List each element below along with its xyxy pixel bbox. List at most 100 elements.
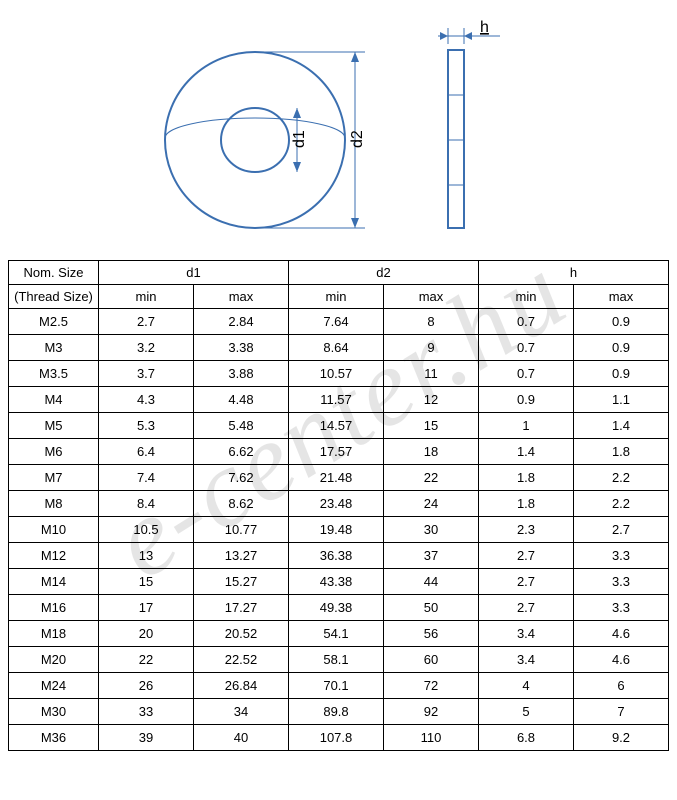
cell-h_max: 1.1 xyxy=(574,387,669,413)
washer-diagram: d1 d2 h xyxy=(140,20,540,260)
header-d1: d1 xyxy=(99,261,289,285)
cell-d1_max: 20.52 xyxy=(194,621,289,647)
cell-nom: M24 xyxy=(9,673,99,699)
spec-table-area: Nom. Size d1 d2 h (Thread Size) min max … xyxy=(0,260,677,751)
table-row: M242626.8470.17246 xyxy=(9,673,669,699)
cell-d2_max: 50 xyxy=(384,595,479,621)
cell-d1_min: 7.4 xyxy=(99,465,194,491)
cell-nom: M36 xyxy=(9,725,99,751)
cell-h_max: 2.2 xyxy=(574,465,669,491)
cell-d2_min: 58.1 xyxy=(289,647,384,673)
cell-h_max: 3.3 xyxy=(574,543,669,569)
table-row: M161717.2749.38502.73.3 xyxy=(9,595,669,621)
cell-d1_max: 15.27 xyxy=(194,569,289,595)
table-row: M3.53.73.8810.57110.70.9 xyxy=(9,361,669,387)
cell-d1_max: 13.27 xyxy=(194,543,289,569)
cell-nom: M3.5 xyxy=(9,361,99,387)
cell-h_min: 1.4 xyxy=(479,439,574,465)
cell-d1_max: 5.48 xyxy=(194,413,289,439)
cell-h_min: 2.7 xyxy=(479,569,574,595)
cell-d1_min: 10.5 xyxy=(99,517,194,543)
cell-h_min: 2.7 xyxy=(479,543,574,569)
cell-h_max: 1.4 xyxy=(574,413,669,439)
cell-h_min: 0.7 xyxy=(479,335,574,361)
cell-nom: M10 xyxy=(9,517,99,543)
cell-d1_min: 13 xyxy=(99,543,194,569)
spec-table: Nom. Size d1 d2 h (Thread Size) min max … xyxy=(8,260,669,751)
cell-h_min: 1 xyxy=(479,413,574,439)
cell-d1_max: 6.62 xyxy=(194,439,289,465)
header-d2: d2 xyxy=(289,261,479,285)
cell-d2_max: 8 xyxy=(384,309,479,335)
cell-h_min: 6.8 xyxy=(479,725,574,751)
cell-h_max: 0.9 xyxy=(574,361,669,387)
cell-d2_max: 15 xyxy=(384,413,479,439)
cell-d1_min: 6.4 xyxy=(99,439,194,465)
cell-d1_min: 3.2 xyxy=(99,335,194,361)
cell-nom: M20 xyxy=(9,647,99,673)
table-row: M1010.510.7719.48302.32.7 xyxy=(9,517,669,543)
cell-d1_max: 40 xyxy=(194,725,289,751)
cell-nom: M18 xyxy=(9,621,99,647)
cell-d2_max: 11 xyxy=(384,361,479,387)
cell-d2_min: 8.64 xyxy=(289,335,384,361)
cell-d2_min: 10.57 xyxy=(289,361,384,387)
cell-h_min: 1.8 xyxy=(479,465,574,491)
cell-h_max: 0.9 xyxy=(574,335,669,361)
cell-nom: M7 xyxy=(9,465,99,491)
cell-d1_min: 33 xyxy=(99,699,194,725)
cell-d2_min: 54.1 xyxy=(289,621,384,647)
cell-h_max: 3.3 xyxy=(574,595,669,621)
cell-d1_max: 22.52 xyxy=(194,647,289,673)
table-row: M141515.2743.38442.73.3 xyxy=(9,569,669,595)
cell-d2_max: 22 xyxy=(384,465,479,491)
table-row: M363940107.81106.89.2 xyxy=(9,725,669,751)
table-row: M30333489.89257 xyxy=(9,699,669,725)
cell-nom: M12 xyxy=(9,543,99,569)
cell-d1_max: 10.77 xyxy=(194,517,289,543)
header-h-max: max xyxy=(574,285,669,309)
cell-d2_max: 60 xyxy=(384,647,479,673)
cell-d1_max: 17.27 xyxy=(194,595,289,621)
cell-d1_min: 22 xyxy=(99,647,194,673)
cell-d2_min: 107.8 xyxy=(289,725,384,751)
table-row: M55.35.4814.571511.4 xyxy=(9,413,669,439)
table-row: M33.23.388.6490.70.9 xyxy=(9,335,669,361)
cell-nom: M14 xyxy=(9,569,99,595)
cell-d2_max: 30 xyxy=(384,517,479,543)
table-row: M202222.5258.1603.44.6 xyxy=(9,647,669,673)
table-row: M44.34.4811.57120.91.1 xyxy=(9,387,669,413)
cell-d1_min: 2.7 xyxy=(99,309,194,335)
header-nom-sub: (Thread Size) xyxy=(9,285,99,309)
cell-d1_min: 15 xyxy=(99,569,194,595)
cell-h_min: 2.7 xyxy=(479,595,574,621)
cell-d2_max: 24 xyxy=(384,491,479,517)
cell-d1_min: 3.7 xyxy=(99,361,194,387)
cell-h_min: 0.9 xyxy=(479,387,574,413)
table-row: M88.48.6223.48241.82.2 xyxy=(9,491,669,517)
cell-h_min: 3.4 xyxy=(479,647,574,673)
cell-d2_min: 17.57 xyxy=(289,439,384,465)
header-h: h xyxy=(479,261,669,285)
cell-d2_min: 19.48 xyxy=(289,517,384,543)
cell-d2_min: 11.57 xyxy=(289,387,384,413)
cell-d1_min: 26 xyxy=(99,673,194,699)
cell-d1_max: 7.62 xyxy=(194,465,289,491)
cell-d2_min: 14.57 xyxy=(289,413,384,439)
cell-d1_max: 34 xyxy=(194,699,289,725)
cell-d2_max: 110 xyxy=(384,725,479,751)
cell-d2_min: 43.38 xyxy=(289,569,384,595)
label-d2: d2 xyxy=(349,130,366,148)
cell-d2_min: 7.64 xyxy=(289,309,384,335)
cell-d1_max: 3.88 xyxy=(194,361,289,387)
header-d1-min: min xyxy=(99,285,194,309)
cell-nom: M8 xyxy=(9,491,99,517)
cell-h_max: 9.2 xyxy=(574,725,669,751)
cell-d1_min: 8.4 xyxy=(99,491,194,517)
cell-d2_min: 23.48 xyxy=(289,491,384,517)
cell-h_max: 6 xyxy=(574,673,669,699)
cell-d2_min: 70.1 xyxy=(289,673,384,699)
cell-h_max: 2.7 xyxy=(574,517,669,543)
cell-d2_min: 49.38 xyxy=(289,595,384,621)
cell-d1_max: 3.38 xyxy=(194,335,289,361)
